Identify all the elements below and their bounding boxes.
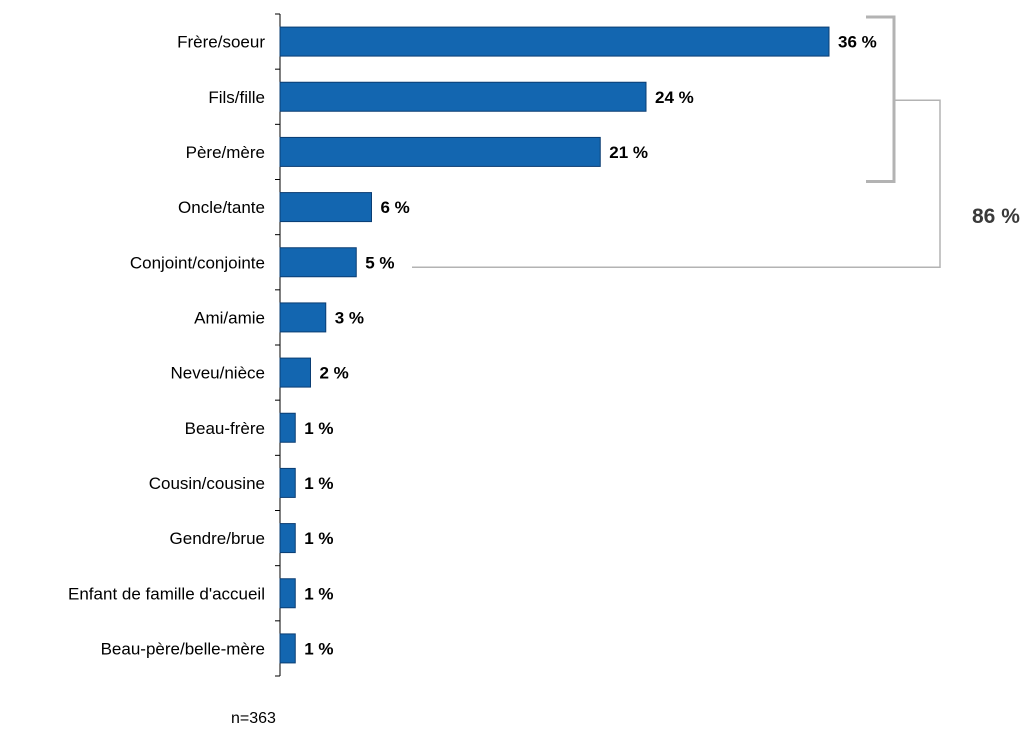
category-label: Gendre/brue — [170, 529, 265, 548]
category-label: Beau-père/belle-mère — [101, 639, 265, 658]
bar — [279, 578, 296, 609]
value-label: 1 % — [304, 474, 333, 493]
value-label: 24 % — [655, 88, 694, 107]
bracket-connector — [412, 99, 941, 268]
bar — [279, 192, 372, 223]
category-label: Fils/fille — [208, 88, 265, 107]
value-label: 1 % — [304, 419, 333, 438]
bar — [279, 412, 296, 443]
value-label: 1 % — [304, 639, 333, 658]
bar — [279, 136, 601, 167]
category-label: Neveu/nièce — [170, 364, 265, 383]
value-label: 21 % — [609, 143, 648, 162]
value-label: 1 % — [304, 584, 333, 603]
sample-size-note: n=363 — [231, 710, 276, 727]
category-label: Cousin/cousine — [149, 474, 265, 493]
value-label: 6 % — [381, 198, 410, 217]
category-label: Enfant de famille d'accueil — [68, 584, 265, 603]
category-label: Conjoint/conjointe — [130, 253, 265, 272]
bar-layer — [279, 26, 830, 664]
category-label: Frère/soeur — [177, 33, 265, 52]
value-label: 36 % — [838, 33, 877, 52]
category-label: Beau-frère — [185, 419, 265, 438]
category-label: Ami/amie — [194, 308, 265, 327]
bracket-layer: 86 % — [412, 15, 1020, 268]
value-label: 1 % — [304, 529, 333, 548]
axis-layer — [275, 13, 281, 677]
bar — [279, 357, 311, 388]
bar — [279, 247, 357, 278]
bracket-total-label: 86 % — [972, 205, 1020, 228]
value-label: 2 % — [320, 364, 349, 383]
bar — [279, 81, 647, 112]
bar — [279, 302, 327, 333]
bar — [279, 633, 296, 664]
group-bracket — [866, 15, 896, 183]
bar — [279, 26, 830, 57]
label-layer: Frère/soeur 36 % Fils/fille 24 % Père/mère 21… — [68, 33, 877, 659]
category-label: Père/mère — [186, 143, 265, 162]
value-label: 5 % — [365, 253, 394, 272]
bar — [279, 467, 296, 498]
category-label: Oncle/tante — [178, 198, 265, 217]
value-label: 3 % — [335, 308, 364, 327]
bar — [279, 523, 296, 554]
